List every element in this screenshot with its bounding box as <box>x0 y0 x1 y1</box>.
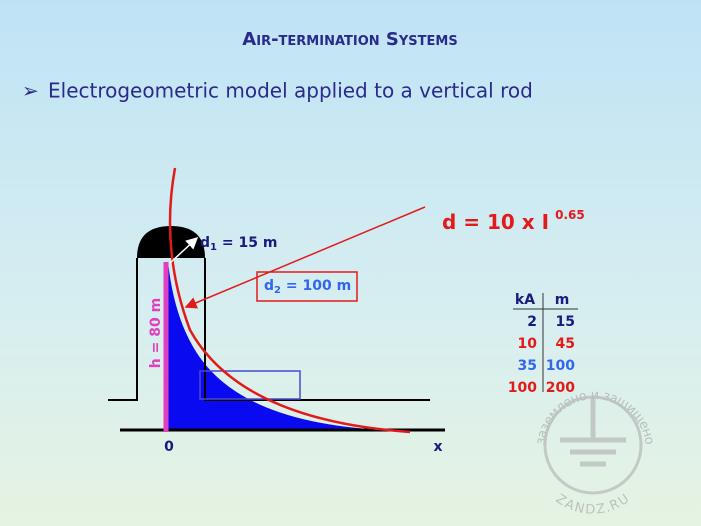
rolling-sphere-arc <box>168 167 411 434</box>
pointer-line <box>184 206 426 309</box>
table-cell: 100 <box>508 380 537 396</box>
d2-subscript: 2 <box>274 285 281 296</box>
watermark-circle <box>543 395 643 495</box>
table-cell: 10 <box>518 336 538 352</box>
d2-symbol: d <box>264 278 274 294</box>
d2-label: d2 = 100 m <box>264 278 351 296</box>
formula: d = 10 x I 0.65 <box>442 208 585 234</box>
table: kA m 2 15 10 45 35 100 100 200 <box>508 292 578 396</box>
formula-exponent: 0.65 <box>555 208 585 222</box>
d2-rest: = 100 m <box>281 278 351 294</box>
origin-label: 0 <box>164 439 174 455</box>
table-cell: 200 <box>546 380 575 396</box>
object <box>199 370 301 400</box>
table-cell: 45 <box>556 336 575 352</box>
d1-arrow <box>169 236 199 264</box>
title: Air-termination Systems <box>242 29 457 50</box>
protected-zone <box>168 262 385 430</box>
d1-rest: = 15 m <box>217 235 277 251</box>
bullet-mark: ➢ <box>22 79 39 103</box>
x-axis-label: x <box>433 439 442 455</box>
height-label: h = 80 m <box>148 298 164 368</box>
table-cell: 15 <box>556 314 575 330</box>
bullet: Electrogeometric model applied to a vert… <box>48 79 533 103</box>
building <box>108 258 430 401</box>
d2-box <box>256 271 358 302</box>
d1-label: d1 = 15 m <box>200 235 277 253</box>
d1-symbol: d <box>200 235 210 251</box>
table-header: kA <box>515 292 535 308</box>
table-cell: 100 <box>546 358 575 374</box>
d1-subscript: 1 <box>210 242 217 253</box>
table-header: m <box>555 292 570 308</box>
table-cell: 35 <box>518 358 537 374</box>
formula-text: d = 10 x I <box>442 210 549 234</box>
table-cell: 2 <box>527 314 537 330</box>
